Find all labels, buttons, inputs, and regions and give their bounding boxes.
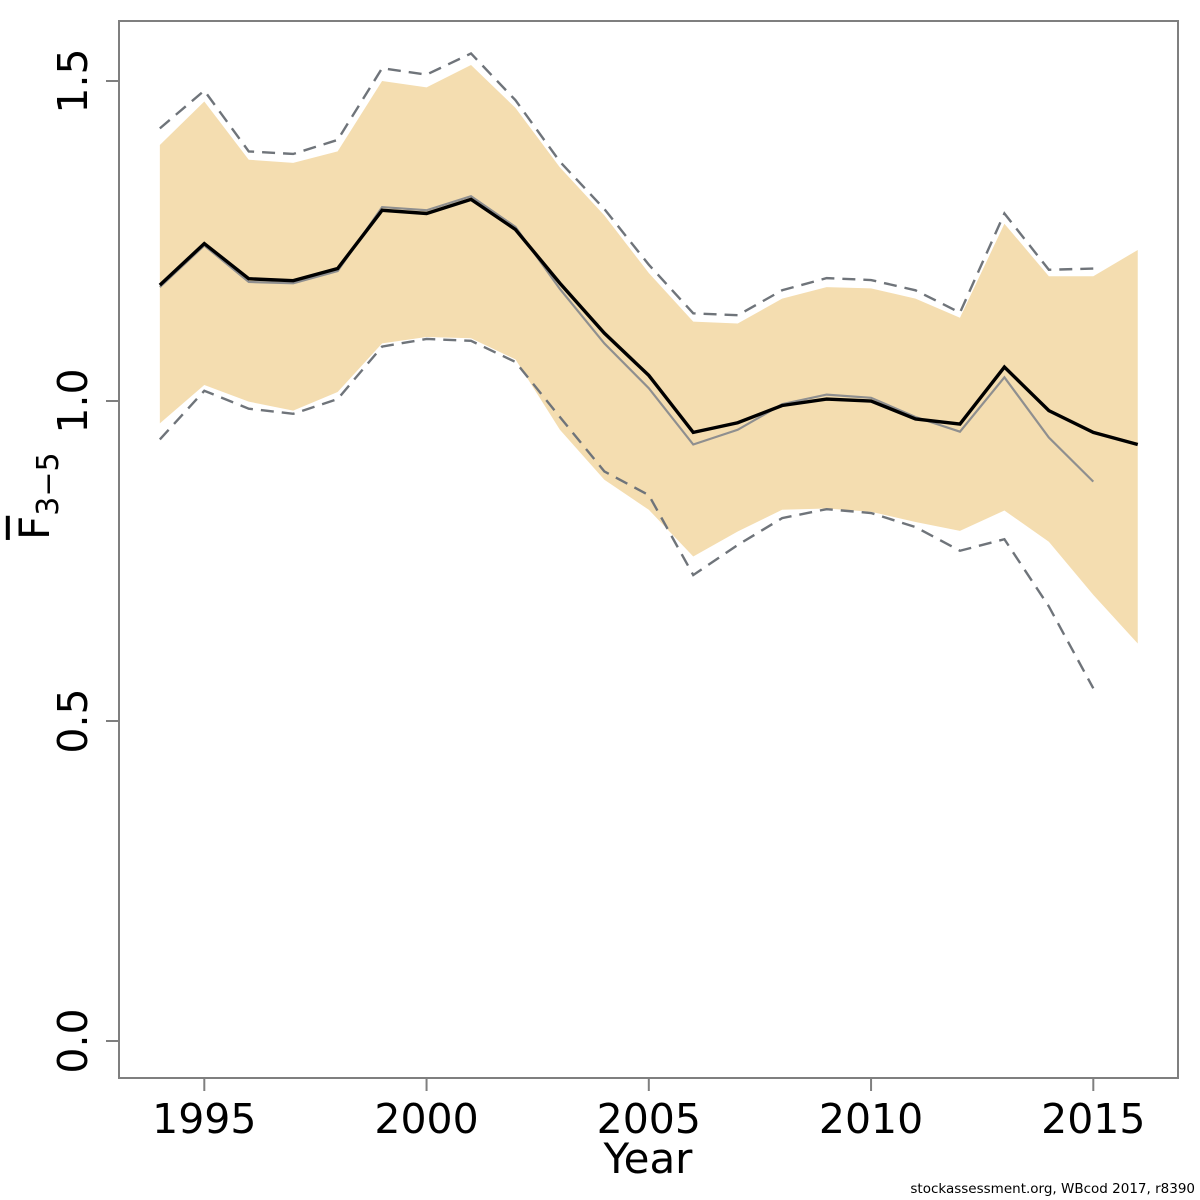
f-bar-symbol: F	[9, 515, 59, 540]
footer-attribution: stockassessment.org, WBcod 2017, r8390	[910, 1181, 1195, 1197]
y-tick-label: 1.0	[49, 368, 97, 433]
ci-upper-dashed-line	[159, 52, 1094, 317]
x-tick-label: 2010	[819, 1095, 923, 1143]
y-axis-title: F3−5	[10, 386, 66, 606]
x-tick-label: 1995	[152, 1095, 256, 1143]
y-tick-label: 1.5	[49, 48, 97, 113]
x-tick-label: 2005	[597, 1095, 701, 1143]
current-assessment-line	[158, 197, 1139, 447]
y-tick-label: 0.0	[49, 1008, 97, 1073]
x-axis-title: Year	[603, 1134, 693, 1183]
previous-assessment-line	[159, 194, 1095, 483]
confidence-band	[159, 65, 1138, 644]
x-tick-label: 2015	[1041, 1095, 1145, 1143]
x-tick-label: 2000	[374, 1095, 478, 1143]
f-bar-subscript: 3−5	[31, 452, 67, 516]
y-tick-label: 0.5	[49, 688, 97, 753]
ci-lower-dashed-line	[158, 337, 1095, 689]
